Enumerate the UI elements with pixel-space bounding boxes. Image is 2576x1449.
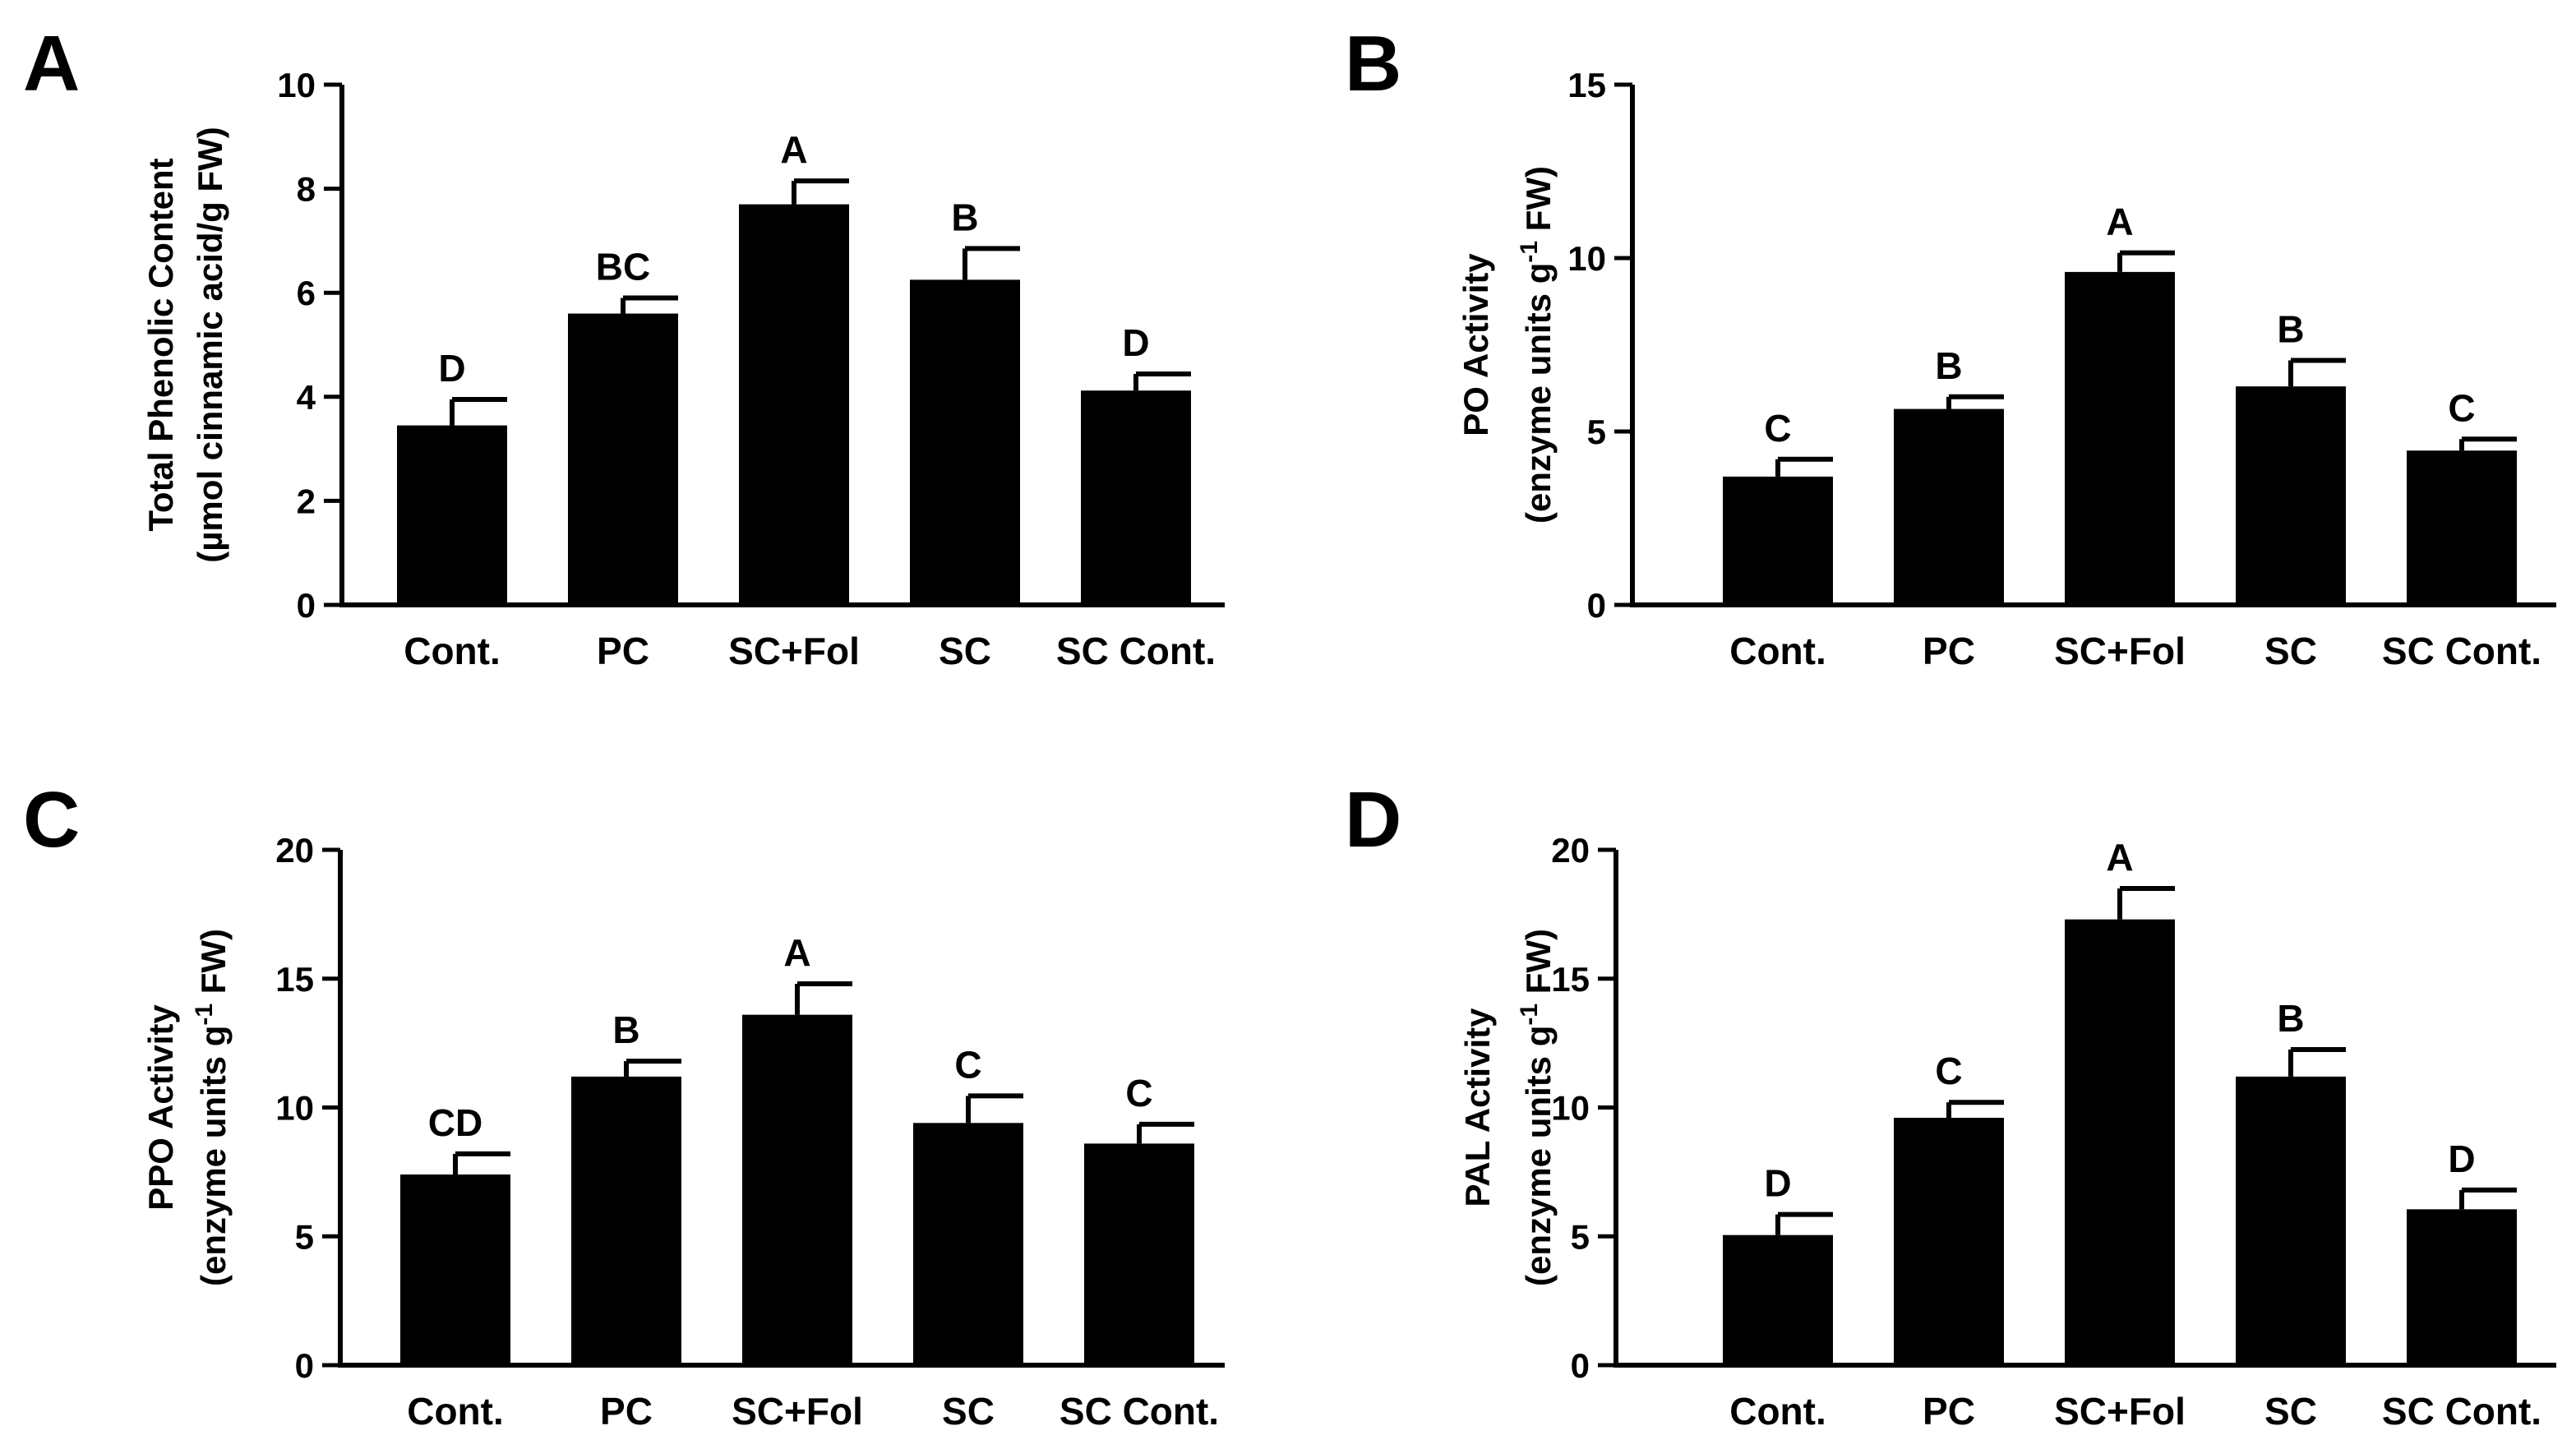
chart-panel-c: C 0 5 10 15 20 CD Cont. B PC A SC+Fol C SC C SC Cont. PP… bbox=[23, 776, 1225, 1433]
x-tick-label: SC bbox=[2264, 1390, 2317, 1433]
y-axis-title-line1: PAL Activity bbox=[1458, 1008, 1497, 1207]
significance-label: D bbox=[2448, 1138, 2475, 1180]
bar bbox=[2407, 1209, 2517, 1365]
panel-letter: C bbox=[23, 776, 80, 864]
bar bbox=[913, 1123, 1023, 1365]
x-tick-label: PC bbox=[1923, 630, 1975, 672]
x-tick-label: SC+Fol bbox=[732, 1390, 863, 1433]
significance-label: C bbox=[2448, 386, 2475, 429]
significance-label: B bbox=[951, 196, 978, 238]
significance-label: C bbox=[1125, 1072, 1152, 1114]
y-tick-label: 20 bbox=[275, 831, 314, 870]
bar bbox=[2236, 386, 2346, 605]
bar bbox=[568, 313, 678, 605]
y-tick-label: 0 bbox=[297, 586, 316, 625]
y-axis-title-line2: (µmol cinnamic acid/g FW) bbox=[191, 127, 229, 563]
y-tick-label: 5 bbox=[1571, 1217, 1590, 1256]
significance-label: C bbox=[1764, 407, 1791, 450]
y-tick-label: 5 bbox=[1587, 413, 1606, 451]
significance-label: C bbox=[1935, 1050, 1962, 1092]
bar bbox=[1894, 1118, 2004, 1365]
significance-label: A bbox=[2106, 201, 2133, 243]
bar bbox=[2065, 271, 2175, 605]
significance-label: B bbox=[2277, 997, 2304, 1040]
y-tick-label: 0 bbox=[1571, 1346, 1590, 1385]
bar bbox=[400, 1174, 510, 1365]
y-tick-label: 15 bbox=[1551, 960, 1590, 999]
x-tick-label: PC bbox=[1923, 1390, 1975, 1433]
y-axis-title-line2: (enzyme units g-1 FW) bbox=[1516, 929, 1558, 1286]
x-tick-label: SC+Fol bbox=[2054, 630, 2186, 672]
y-axis-title-line1: PPO Activity bbox=[141, 1004, 180, 1211]
y-tick-label: 20 bbox=[1551, 831, 1590, 870]
significance-label: A bbox=[780, 128, 807, 171]
significance-label: CD bbox=[428, 1101, 482, 1144]
x-tick-label: PC bbox=[600, 1390, 653, 1433]
x-tick-label: SC bbox=[939, 630, 991, 672]
bar bbox=[1723, 476, 1833, 605]
bar bbox=[2236, 1076, 2346, 1365]
significance-label: A bbox=[2106, 836, 2133, 879]
bar bbox=[571, 1076, 681, 1365]
x-tick-label: SC Cont. bbox=[1059, 1390, 1219, 1433]
y-axis-title-line1: Total Phenolic Content bbox=[141, 158, 180, 531]
y-tick-label: 4 bbox=[297, 378, 316, 417]
x-tick-label: SC Cont. bbox=[1056, 630, 1216, 672]
x-tick-label: SC bbox=[2264, 630, 2317, 672]
y-tick-label: 15 bbox=[275, 960, 314, 999]
y-axis-title-line2: (enzyme units g-1 FW) bbox=[191, 929, 233, 1286]
y-tick-label: 15 bbox=[1567, 66, 1606, 104]
y-tick-label: 8 bbox=[297, 170, 316, 209]
significance-label: D bbox=[1764, 1162, 1791, 1205]
bar bbox=[1084, 1143, 1194, 1365]
y-tick-label: 10 bbox=[1567, 239, 1606, 278]
x-tick-label: Cont. bbox=[407, 1390, 504, 1433]
bar bbox=[742, 1014, 852, 1365]
y-tick-label: 6 bbox=[297, 274, 316, 312]
significance-label: B bbox=[612, 1008, 639, 1051]
y-axis-title-line2: (enzyme units g-1 FW) bbox=[1516, 166, 1558, 524]
x-tick-label: SC+Fol bbox=[728, 630, 860, 672]
bar bbox=[1894, 408, 2004, 605]
y-tick-label: 5 bbox=[295, 1217, 314, 1256]
bar bbox=[2407, 450, 2517, 605]
y-tick-label: 0 bbox=[295, 1346, 314, 1385]
significance-label: A bbox=[783, 931, 810, 974]
bar bbox=[739, 204, 849, 605]
significance-label: B bbox=[2277, 307, 2304, 350]
panel-letter: D bbox=[1345, 776, 1401, 864]
significance-label: D bbox=[1122, 321, 1149, 364]
bar bbox=[910, 279, 1020, 605]
chart-panel-d: D 0 5 10 15 20 D Cont. C PC A SC+Fol B SC D SC Cont. PAL… bbox=[1345, 776, 2556, 1433]
x-tick-label: SC+Fol bbox=[2054, 1390, 2186, 1433]
bar bbox=[1081, 390, 1191, 605]
x-tick-label: Cont. bbox=[1729, 630, 1826, 672]
panel-letter: A bbox=[23, 20, 80, 108]
x-tick-label: SC Cont. bbox=[2382, 1390, 2541, 1433]
significance-label: B bbox=[1935, 344, 1962, 387]
y-tick-label: 10 bbox=[1551, 1089, 1590, 1128]
y-tick-label: 10 bbox=[277, 66, 316, 104]
significance-label: C bbox=[954, 1043, 981, 1086]
chart-panel-a: A 0 2 4 6 8 10 D Cont. BC PC A SC+Fol B SC D SC Cont. Tot… bbox=[23, 20, 1225, 672]
bar bbox=[1723, 1234, 1833, 1365]
y-tick-label: 0 bbox=[1587, 586, 1606, 625]
panel-letter: B bbox=[1345, 20, 1401, 108]
bar bbox=[2065, 919, 2175, 1365]
significance-label: BC bbox=[596, 246, 650, 288]
chart-panel-b: B 0 5 10 15 C Cont. B PC A SC+Fol B SC C SC Cont. PO Ac… bbox=[1345, 20, 2556, 672]
x-tick-label: SC bbox=[942, 1390, 995, 1433]
y-tick-label: 2 bbox=[297, 482, 316, 520]
x-tick-label: SC Cont. bbox=[2382, 630, 2541, 672]
significance-label: D bbox=[438, 347, 465, 390]
y-axis-title-line1: PO Activity bbox=[1457, 253, 1495, 436]
bar bbox=[397, 425, 507, 605]
x-tick-label: PC bbox=[597, 630, 649, 672]
y-tick-label: 10 bbox=[275, 1089, 314, 1128]
x-tick-label: Cont. bbox=[1729, 1390, 1826, 1433]
x-tick-label: Cont. bbox=[404, 630, 501, 672]
